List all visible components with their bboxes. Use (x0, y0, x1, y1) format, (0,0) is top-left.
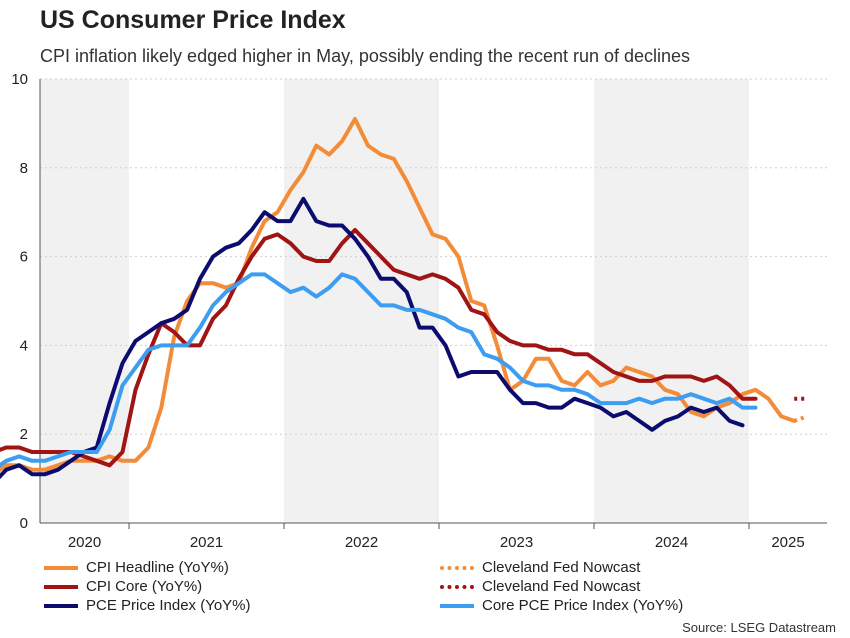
year-band-2022 (284, 79, 439, 523)
axes: 2020 2021 2022 2023 2024 2025 0 2 4 6 8 10 (11, 71, 827, 551)
series-line-pce-price-index-yoy-2 (0, 196, 745, 480)
x-tick-label-2025: 2025 (771, 534, 804, 551)
series-lines (0, 117, 808, 480)
series-line-cpi-core-yoy-1 (0, 228, 758, 468)
chart-subtitle: CPI inflation likely edged higher in May… (40, 46, 691, 66)
legend-swatch (44, 603, 78, 608)
x-tick-label-2020: 2020 (68, 534, 101, 551)
legend-label: Cleveland Fed Nowcast (482, 578, 641, 595)
legend-label: Cleveland Fed Nowcast (482, 559, 641, 576)
series-line-cleveland-fed-nowcast-4 (793, 414, 808, 423)
legend-label: CPI Headline (YoY%) (86, 559, 229, 576)
legend-swatch (440, 565, 474, 570)
year-shading (40, 79, 749, 523)
legend-left: CPI Headline (YoY%) CPI Core (YoY%) PCE … (44, 558, 251, 615)
year-band-2024 (594, 79, 749, 523)
legend-item-pce: PCE Price Index (YoY%) (44, 596, 251, 615)
y-tick-label-8: 8 (20, 160, 28, 177)
legend-label: CPI Core (YoY%) (86, 578, 203, 595)
x-tick-label-2023: 2023 (500, 534, 533, 551)
legend-right: Cleveland Fed Nowcast Cleveland Fed Nowc… (440, 558, 683, 615)
legend-swatch (440, 603, 474, 608)
y-tick-label-10: 10 (11, 71, 28, 88)
y-tick-label-2: 2 (20, 426, 28, 443)
x-tick-label-2024: 2024 (655, 534, 688, 551)
series-line-core-pce-price-index-yoy-3 (0, 272, 758, 468)
legend-swatch (44, 584, 78, 589)
legend-item-cpi-core: CPI Core (YoY%) (44, 577, 251, 596)
legend-label: Core PCE Price Index (YoY%) (482, 597, 684, 614)
x-tick-label-2022: 2022 (345, 534, 378, 551)
legend-swatch (44, 565, 78, 570)
legend-swatch (440, 584, 474, 589)
legend-item-nowcast-headline: Cleveland Fed Nowcast (440, 558, 683, 577)
chart-title: US Consumer Price Index (40, 6, 346, 34)
x-tick-label-2021: 2021 (190, 534, 223, 551)
y-tick-label-4: 4 (20, 337, 28, 354)
source-note: Source: LSEG Datastream (682, 620, 836, 635)
y-tick-label-0: 0 (20, 515, 28, 532)
y-tick-label-6: 6 (20, 249, 28, 266)
legend-item-core-pce: Core PCE Price Index (YoY%) (440, 596, 683, 615)
year-band-2020 (40, 79, 129, 523)
legend-item-nowcast-core: Cleveland Fed Nowcast (440, 577, 683, 596)
legend-item-cpi-headline: CPI Headline (YoY%) (44, 558, 251, 577)
legend-label: PCE Price Index (YoY%) (86, 597, 251, 614)
